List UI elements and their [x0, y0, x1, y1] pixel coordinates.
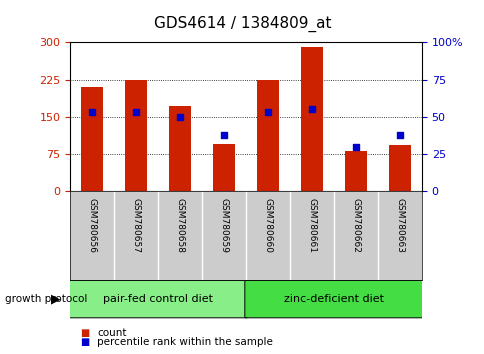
Text: GSM780656: GSM780656 — [88, 198, 97, 253]
Bar — [344, 150, 366, 191]
FancyBboxPatch shape — [69, 280, 247, 318]
Point — [351, 144, 359, 149]
Bar — [213, 144, 235, 191]
Point — [176, 114, 184, 120]
Text: ▶: ▶ — [51, 293, 60, 306]
Text: percentile rank within the sample: percentile rank within the sample — [97, 337, 272, 347]
Text: ■: ■ — [80, 328, 89, 338]
Text: GSM780660: GSM780660 — [263, 198, 272, 253]
Bar — [257, 80, 278, 191]
Text: GSM780658: GSM780658 — [175, 198, 184, 253]
Bar — [388, 145, 410, 191]
Text: growth protocol: growth protocol — [5, 294, 87, 304]
Point — [88, 109, 96, 115]
Point — [220, 132, 227, 137]
Point — [132, 109, 140, 115]
Point — [395, 132, 403, 137]
Text: GSM780661: GSM780661 — [307, 198, 316, 253]
Text: zinc-deficient diet: zinc-deficient diet — [284, 294, 383, 304]
Text: GSM780663: GSM780663 — [394, 198, 404, 253]
Text: GSM780657: GSM780657 — [132, 198, 140, 253]
Bar — [169, 106, 191, 191]
Bar — [125, 80, 147, 191]
Bar — [81, 87, 103, 191]
Bar — [301, 47, 322, 191]
Text: GDS4614 / 1384809_at: GDS4614 / 1384809_at — [153, 16, 331, 32]
Text: pair-fed control diet: pair-fed control diet — [103, 294, 213, 304]
Text: GSM780662: GSM780662 — [351, 198, 360, 253]
Text: ■: ■ — [80, 337, 89, 347]
Point — [307, 107, 315, 112]
Point — [264, 109, 272, 115]
FancyBboxPatch shape — [244, 280, 423, 318]
Text: GSM780659: GSM780659 — [219, 198, 228, 253]
Text: count: count — [97, 328, 126, 338]
